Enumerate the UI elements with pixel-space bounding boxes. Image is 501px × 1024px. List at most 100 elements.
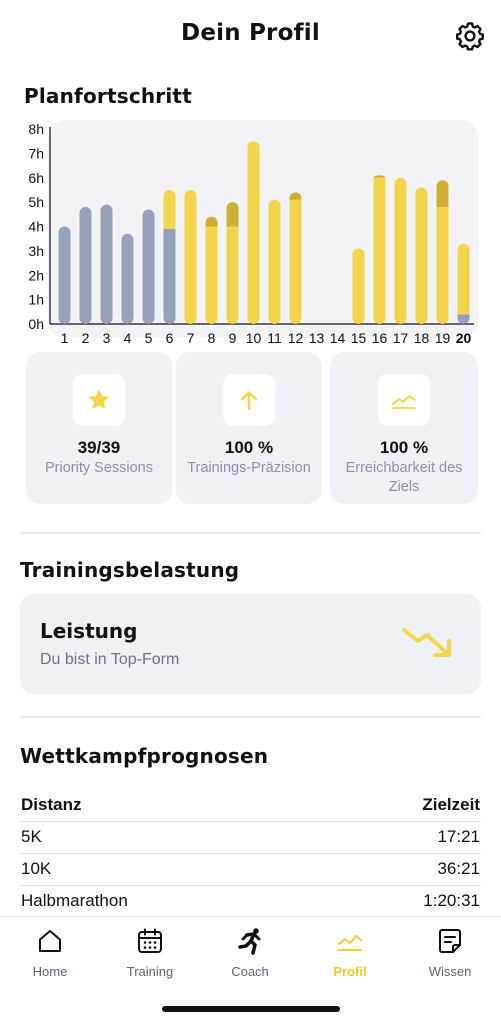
tab-label: Profil xyxy=(333,964,367,979)
stat-card-precision[interactable]: 100 % Trainings-Präzision xyxy=(176,352,322,504)
bar-segment xyxy=(205,216,218,227)
bar-segment xyxy=(457,243,470,315)
x-tick-label: 6 xyxy=(166,330,174,346)
x-tick-label: 8 xyxy=(208,330,216,346)
bar-segment xyxy=(142,209,155,324)
trend-line-icon xyxy=(392,395,416,409)
bar-segment xyxy=(268,199,281,324)
stats-row: 39/39 Priority Sessions 100 % Trainings-… xyxy=(26,352,478,504)
bar-segment xyxy=(415,187,428,324)
bar-segment xyxy=(247,141,260,324)
tab-home[interactable]: Home xyxy=(0,917,100,989)
bar-segment xyxy=(163,228,176,324)
x-tick-label: 14 xyxy=(330,330,346,346)
tab-training[interactable]: Training xyxy=(100,917,200,989)
x-tick-label: 2 xyxy=(82,330,90,346)
bar-segment xyxy=(436,180,449,207)
arrow-up-icon xyxy=(240,391,258,410)
x-tick-label: 17 xyxy=(393,330,409,346)
x-tick-label: 7 xyxy=(187,330,195,346)
distance-cell: 10K xyxy=(21,859,52,878)
table-row: 5K 17:21 xyxy=(20,822,481,854)
star-icon xyxy=(88,389,110,410)
table-row: Halbmarathon 1:20:31 xyxy=(20,886,481,918)
gear-icon xyxy=(456,22,484,51)
y-tick-label: 0h xyxy=(28,316,44,332)
bar-segment xyxy=(226,226,239,324)
column-header-time: Zielzeit xyxy=(422,795,480,814)
stat-value: 39/39 xyxy=(77,438,121,457)
bar-segment xyxy=(394,177,407,324)
calendar-icon xyxy=(138,928,162,953)
y-tick-label: 3h xyxy=(28,243,44,259)
load-section-title: Trainingsbelastung xyxy=(20,558,240,582)
time-cell: 1:20:31 xyxy=(423,891,480,910)
bar-segment xyxy=(373,175,386,178)
bar-segment xyxy=(373,177,386,324)
page-title: Dein Profil xyxy=(181,20,320,46)
x-tick-label: 16 xyxy=(372,330,388,346)
bar-segment xyxy=(457,314,470,324)
stat-icon-box xyxy=(73,374,125,426)
x-tick-label: 20 xyxy=(456,330,472,346)
performance-subtitle: Du bist in Top-Form xyxy=(40,651,180,668)
bar-segment xyxy=(184,189,197,324)
tab-profil[interactable]: Profil xyxy=(300,917,400,989)
tab-label: Wissen xyxy=(428,964,472,979)
table-row: 10K 36:21 xyxy=(20,854,481,886)
y-tick-label: 5h xyxy=(28,194,44,210)
home-icon xyxy=(39,930,61,952)
x-tick-label: 9 xyxy=(229,330,237,346)
bar-segment xyxy=(436,207,449,324)
stat-label: Trainings-Präzision xyxy=(187,460,311,476)
bar-segment xyxy=(79,207,92,324)
tab-label: Home xyxy=(32,964,68,979)
distance-cell: 5K xyxy=(21,827,42,846)
plan-section-title: Planfortschritt xyxy=(24,84,192,108)
predictions-table: Distanz Zielzeit 5K 17:21 10K 36:21 Halb… xyxy=(20,790,481,918)
column-header-distance: Distanz xyxy=(21,795,82,814)
bar-segment xyxy=(100,204,113,324)
stat-icon-box xyxy=(223,374,275,426)
tab-wissen[interactable]: Wissen xyxy=(400,917,500,989)
x-tick-label: 3 xyxy=(103,330,111,346)
x-tick-label: 4 xyxy=(124,330,132,346)
tab-coach[interactable]: Coach xyxy=(200,917,300,989)
y-tick-label: 6h xyxy=(28,170,44,186)
x-tick-label: 15 xyxy=(351,330,367,346)
performance-card[interactable]: Leistung Du bist in Top-Form xyxy=(20,594,481,694)
settings-button[interactable] xyxy=(454,20,486,52)
stat-card-priority[interactable]: 39/39 Priority Sessions xyxy=(26,352,172,504)
x-tick-label: 12 xyxy=(288,330,304,346)
x-tick-label: 11 xyxy=(267,330,282,346)
bar-segment xyxy=(352,248,365,324)
performance-title: Leistung xyxy=(40,619,138,643)
bar-segment xyxy=(205,226,218,324)
x-tick-label: 13 xyxy=(309,330,325,346)
bar-segment xyxy=(289,192,302,200)
bar-segment xyxy=(226,202,239,227)
plan-progress-chart: 0h 1h 2h 3h 4h 5h 6h 7h 8h 1 2 3 4 5 6 7 8 9 10 11 12 13 14 15 1… xyxy=(0,112,501,352)
bar-segment xyxy=(58,226,71,324)
stat-card-goal[interactable]: 100 % Erreichbarkeit des Ziels xyxy=(330,352,478,504)
document-icon xyxy=(439,929,461,953)
y-tick-label: 7h xyxy=(28,145,44,161)
stat-label: Erreichbarkeit des Ziels xyxy=(345,460,463,495)
time-cell: 36:21 xyxy=(437,859,480,878)
y-tick-label: 2h xyxy=(28,267,44,283)
bar-segment xyxy=(163,189,176,229)
bar-segment xyxy=(289,199,302,324)
y-tick-label: 8h xyxy=(28,121,44,137)
stat-icon-box xyxy=(378,374,430,426)
stat-value: 100 % xyxy=(379,438,429,457)
y-tick-label: 1h xyxy=(28,292,44,308)
predictions-section-title: Wettkampfprognosen xyxy=(20,744,269,768)
x-tick-label: 10 xyxy=(246,330,262,346)
trend-down-arrow-icon xyxy=(402,628,451,657)
x-tick-label: 19 xyxy=(435,330,451,346)
tab-label: Coach xyxy=(231,964,269,979)
x-tick-label: 1 xyxy=(61,330,69,346)
divider xyxy=(20,716,481,718)
home-indicator xyxy=(162,1006,340,1012)
